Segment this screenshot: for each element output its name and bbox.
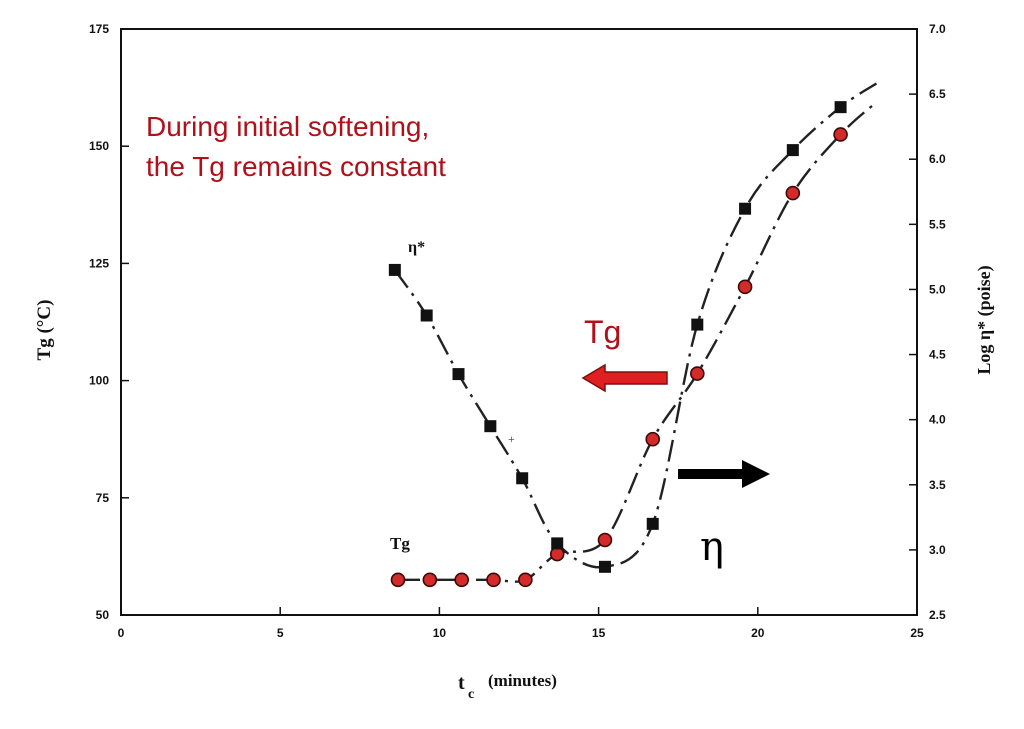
y-right-tick-label: 6.0	[929, 152, 946, 166]
stray-plus-mark: +	[508, 432, 515, 446]
fit-curves	[393, 82, 878, 583]
tg-data-point	[390, 572, 406, 588]
tg-data-point	[422, 572, 438, 588]
x-tick-label: 25	[910, 626, 924, 640]
y-left-tick-label: 125	[89, 256, 109, 270]
y-left-tick-label: 100	[89, 374, 109, 388]
eta-data-point	[598, 560, 611, 573]
eta-data-point	[646, 517, 659, 530]
eta-data-point	[691, 318, 704, 331]
x-tick-label: 20	[751, 626, 765, 640]
eta-data-point	[388, 263, 401, 276]
x-axis-title-main: t	[458, 672, 465, 694]
y-right-tick-label: 6.5	[929, 87, 946, 101]
y-left-tick-label: 150	[89, 139, 109, 153]
y-right-tick-label: 5.5	[929, 217, 946, 231]
y-left-axis-title: Tg (°C)	[34, 300, 55, 361]
annotation-line-2: the Tg remains constant	[146, 151, 446, 182]
y-left-tick-label: 175	[89, 22, 109, 36]
y-right-tick-label: 2.5	[929, 608, 946, 622]
eta-right-arrow-icon	[678, 460, 770, 488]
data-points	[388, 101, 848, 588]
tg-fit-curve	[397, 101, 878, 583]
tg-data-point	[549, 546, 565, 562]
x-tick-label: 0	[118, 626, 125, 640]
eta-data-point	[420, 309, 433, 322]
eta-arrow-label: η	[700, 524, 724, 570]
x-axis-title-subscript: c	[468, 687, 474, 702]
tg-data-point	[597, 532, 613, 548]
axis-ticks: 0 5 10 15 20 25 50 75 100 125 150 175 2.5 3.0 3.5 4.0 4.…	[89, 22, 946, 640]
x-axis-title-unit: (minutes)	[488, 671, 557, 690]
eta-data-point	[452, 368, 465, 381]
y-right-tick-label: 4.5	[929, 348, 946, 362]
eta-data-point	[739, 202, 752, 215]
y-left-tick-label: 75	[96, 491, 110, 505]
tg-data-point	[486, 572, 501, 588]
y-right-tick-label: 7.0	[929, 22, 946, 36]
x-tick-label: 5	[277, 626, 284, 640]
tg-data-point	[833, 127, 848, 142]
eta-data-point	[551, 537, 564, 550]
y-right-tick-label: 3.5	[929, 478, 946, 492]
tg-data-point	[645, 431, 661, 447]
tg-data-point	[518, 572, 533, 588]
tg-left-arrow-icon	[581, 363, 668, 393]
eta-fit-curve	[393, 82, 878, 569]
tg-series-label: Tg	[390, 534, 410, 553]
y-right-tick-label: 5.0	[929, 282, 946, 296]
x-axis-title: t c (minutes)	[458, 671, 557, 702]
eta-data-point	[516, 472, 529, 485]
eta-data-point	[834, 101, 847, 114]
x-tick-label: 10	[433, 626, 447, 640]
eta-data-point	[484, 420, 497, 433]
tg-data-point	[737, 279, 753, 295]
y-right-axis-title: Log η* (poise)	[974, 265, 995, 374]
y-right-tick-label: 4.0	[929, 413, 946, 427]
tg-data-point	[785, 185, 801, 201]
tg-data-point	[454, 572, 469, 588]
eta-data-point	[786, 144, 799, 157]
plot-frame	[120, 28, 918, 616]
tg-arrow-label: Tg	[584, 314, 621, 350]
annotation-line-1: During initial softening,	[146, 111, 429, 142]
x-tick-label: 15	[592, 626, 606, 640]
eta-star-series-label: η*	[408, 239, 425, 256]
y-left-tick-label: 50	[96, 608, 110, 622]
tg-data-point	[690, 366, 705, 381]
y-right-tick-label: 3.0	[929, 543, 946, 557]
